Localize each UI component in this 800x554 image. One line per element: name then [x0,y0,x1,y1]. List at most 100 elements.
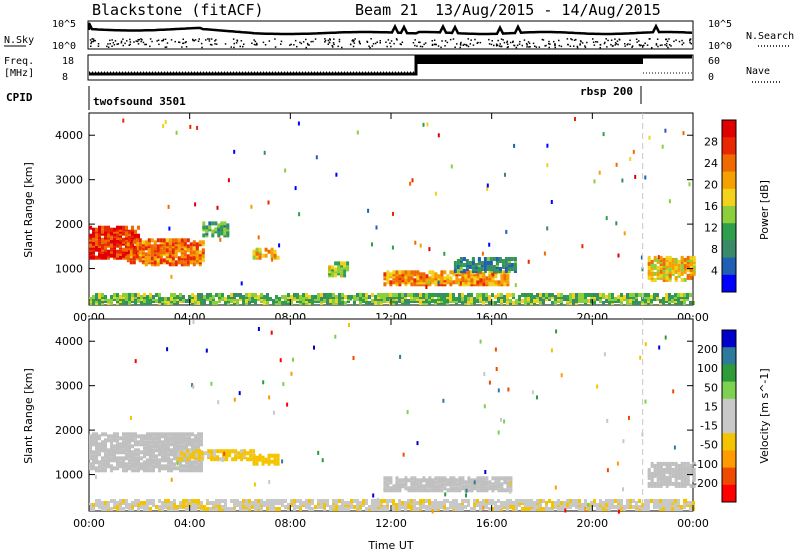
range-cell [152,448,155,453]
range-cell [362,293,365,297]
colorbar-swatch [722,467,736,486]
nsearch-point [554,46,556,49]
nsearch-point [463,43,465,46]
nsearch-point [337,45,339,48]
nsearch-point [205,39,207,41]
nsearch-point [592,38,594,40]
range-cell [305,503,308,507]
range-cell [521,299,524,303]
range-cell [449,270,453,275]
range-cell [116,293,119,297]
range-cell [492,257,496,261]
range-cell [413,507,416,511]
range-cell [491,476,495,481]
y-tick-label: 1000 [55,263,83,276]
range-cell [689,507,692,511]
range-cell [458,293,461,297]
scatter-pixel [644,342,647,347]
range-cell [343,261,347,266]
range-cell [383,499,386,503]
range-cell [252,249,256,254]
scatter-pixel [509,489,512,494]
nsearch-point [274,38,276,40]
nsearch-point [107,43,109,45]
range-cell [152,436,155,441]
range-cell [507,257,511,261]
range-cell [671,467,675,472]
range-cell [89,233,92,238]
range-cell [155,448,158,453]
range-cell [242,295,245,299]
range-cell [242,299,245,303]
nsearch-point [648,38,650,40]
scatter-pixel [483,372,486,376]
nave-tick-top: 60 [708,56,720,67]
nsearch-point [338,40,341,43]
range-cell [179,432,182,437]
range-cell [506,476,510,481]
range-cell [398,478,402,483]
range-cell [668,499,671,503]
range-cell [665,461,669,466]
nsearch-point [624,45,626,47]
range-cell [186,260,190,265]
nsearch-point [385,41,387,43]
range-cell [236,293,239,297]
range-cell [161,440,164,445]
range-cell [276,255,280,260]
range-cell [138,246,142,251]
range-cell [668,267,672,272]
range-cell [488,301,491,305]
range-cell [143,446,146,451]
range-cell [482,272,486,277]
range-cell [671,499,674,503]
range-cell [186,238,190,243]
range-cell [234,449,238,454]
range-cell [89,251,92,256]
range-cell [440,293,443,297]
range-cell [668,255,672,260]
range-cell [602,301,605,305]
scatter-pixel [484,470,487,474]
nsearch-point [638,44,641,46]
range-cell [131,432,134,437]
nsearch-point [158,43,160,46]
y-tick-label: 2000 [55,424,83,437]
range-cell [410,480,414,485]
range-cell [320,499,323,503]
range-cell [202,233,206,238]
range-cell [161,297,164,301]
scatter-pixel [450,164,453,169]
range-cell [252,453,256,458]
nsearch-point [90,41,93,43]
range-cell [566,295,569,299]
range-cell [170,432,173,437]
range-cell [563,501,566,505]
freq-label: Freq. [4,56,34,67]
nsearch-point [488,38,490,41]
range-cell [431,501,434,505]
range-cell [344,295,347,299]
nsearch-point [215,43,218,45]
range-cell [95,255,98,260]
nsearch-point [137,40,139,43]
range-cell [281,499,284,503]
nsearch-point [558,44,561,47]
range-cell [476,272,480,277]
scatter-pixel [216,205,219,210]
range-cell [155,293,158,297]
range-cell [656,271,660,276]
range-cell [98,468,101,473]
scatter-pixel [352,356,355,360]
range-cell [512,293,515,297]
range-cell [192,250,196,255]
range-cell [254,507,257,511]
range-cell [104,251,107,256]
range-cell [216,455,220,460]
nsearch-point [327,39,330,42]
range-cell [554,301,557,305]
range-cell [485,293,488,297]
range-cell [530,499,533,503]
range-cell [146,440,149,445]
range-cell [128,503,131,507]
